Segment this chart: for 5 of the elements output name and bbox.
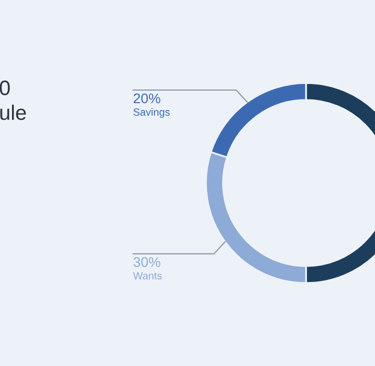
slice-label: Wants — [133, 272, 162, 280]
chart-title: 0 ule — [0, 80, 26, 120]
slice-label: Savings — [133, 108, 170, 118]
data-label: 30% — [134, 257, 160, 267]
data-label: 20% — [134, 93, 160, 104]
